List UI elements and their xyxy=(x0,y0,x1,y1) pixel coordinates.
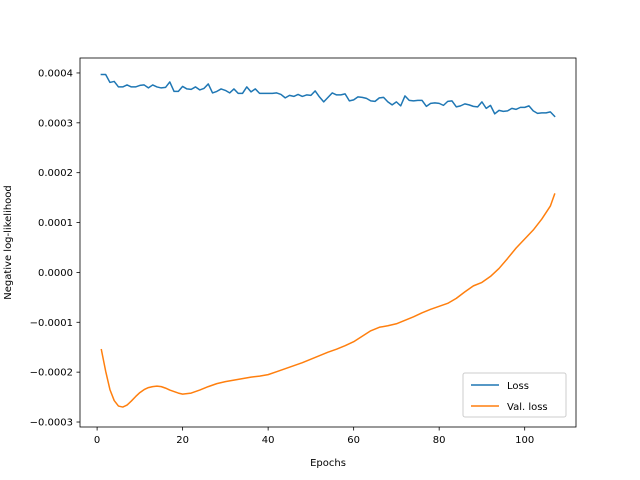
y-tick-label: 0.0004 xyxy=(38,68,73,79)
x-tick-label: 0 xyxy=(94,435,100,446)
legend-label-val-loss: Val. loss xyxy=(507,402,548,413)
x-tick-label: 40 xyxy=(262,435,275,446)
y-tick-label: −0.0003 xyxy=(30,418,73,429)
x-tick-label: 20 xyxy=(176,435,189,446)
y-tick-label: 0.0003 xyxy=(38,118,73,129)
legend-label-loss: Loss xyxy=(507,381,529,392)
y-axis-ticks: −0.0003 −0.0002 −0.0001 0.0000 0.0001 0.0002 0… xyxy=(30,68,80,429)
x-axis-ticks: 0 20 40 60 80 100 xyxy=(94,427,534,446)
y-tick-label: 0.0001 xyxy=(38,218,73,229)
legend: Loss Val. loss xyxy=(462,372,567,418)
x-tick-label: 80 xyxy=(433,435,446,446)
y-tick-label: −0.0002 xyxy=(30,368,73,379)
x-tick-label: 100 xyxy=(515,435,534,446)
series-layer xyxy=(100,73,556,408)
y-tick-label: 0.0002 xyxy=(38,168,73,179)
axes-frame xyxy=(79,57,577,428)
y-axis-label: Negative log-likelihood xyxy=(3,185,14,300)
y-tick-label: −0.0001 xyxy=(30,318,73,329)
x-tick-label: 60 xyxy=(347,435,360,446)
y-tick-label: 0.0000 xyxy=(38,268,73,279)
series-line-loss xyxy=(100,73,556,118)
x-axis-label: Epochs xyxy=(310,458,346,469)
series-line-val-loss xyxy=(100,193,556,408)
